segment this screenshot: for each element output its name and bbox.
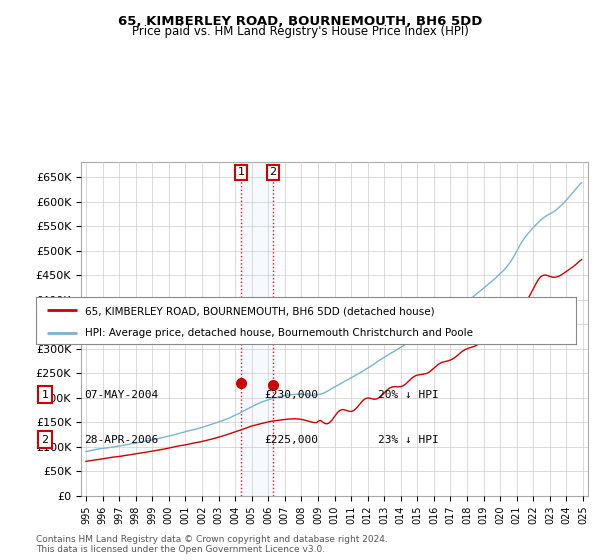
Text: Price paid vs. HM Land Registry's House Price Index (HPI): Price paid vs. HM Land Registry's House …	[131, 25, 469, 38]
Text: £225,000: £225,000	[264, 435, 318, 445]
Text: 23% ↓ HPI: 23% ↓ HPI	[378, 435, 439, 445]
Text: Contains HM Land Registry data © Crown copyright and database right 2024.
This d: Contains HM Land Registry data © Crown c…	[36, 535, 388, 554]
Text: 28-APR-2006: 28-APR-2006	[84, 435, 158, 445]
Text: HPI: Average price, detached house, Bournemouth Christchurch and Poole: HPI: Average price, detached house, Bour…	[85, 329, 473, 338]
Text: £230,000: £230,000	[264, 390, 318, 400]
Text: 1: 1	[238, 167, 244, 178]
Text: 07-MAY-2004: 07-MAY-2004	[84, 390, 158, 400]
Text: 65, KIMBERLEY ROAD, BOURNEMOUTH, BH6 5DD: 65, KIMBERLEY ROAD, BOURNEMOUTH, BH6 5DD	[118, 15, 482, 27]
Text: 2: 2	[269, 167, 277, 178]
Text: 1: 1	[41, 390, 49, 400]
Text: 65, KIMBERLEY ROAD, BOURNEMOUTH, BH6 5DD (detached house): 65, KIMBERLEY ROAD, BOURNEMOUTH, BH6 5DD…	[85, 306, 434, 316]
Bar	[241, 162, 273, 496]
Text: 2: 2	[41, 435, 49, 445]
Text: 20% ↓ HPI: 20% ↓ HPI	[378, 390, 439, 400]
